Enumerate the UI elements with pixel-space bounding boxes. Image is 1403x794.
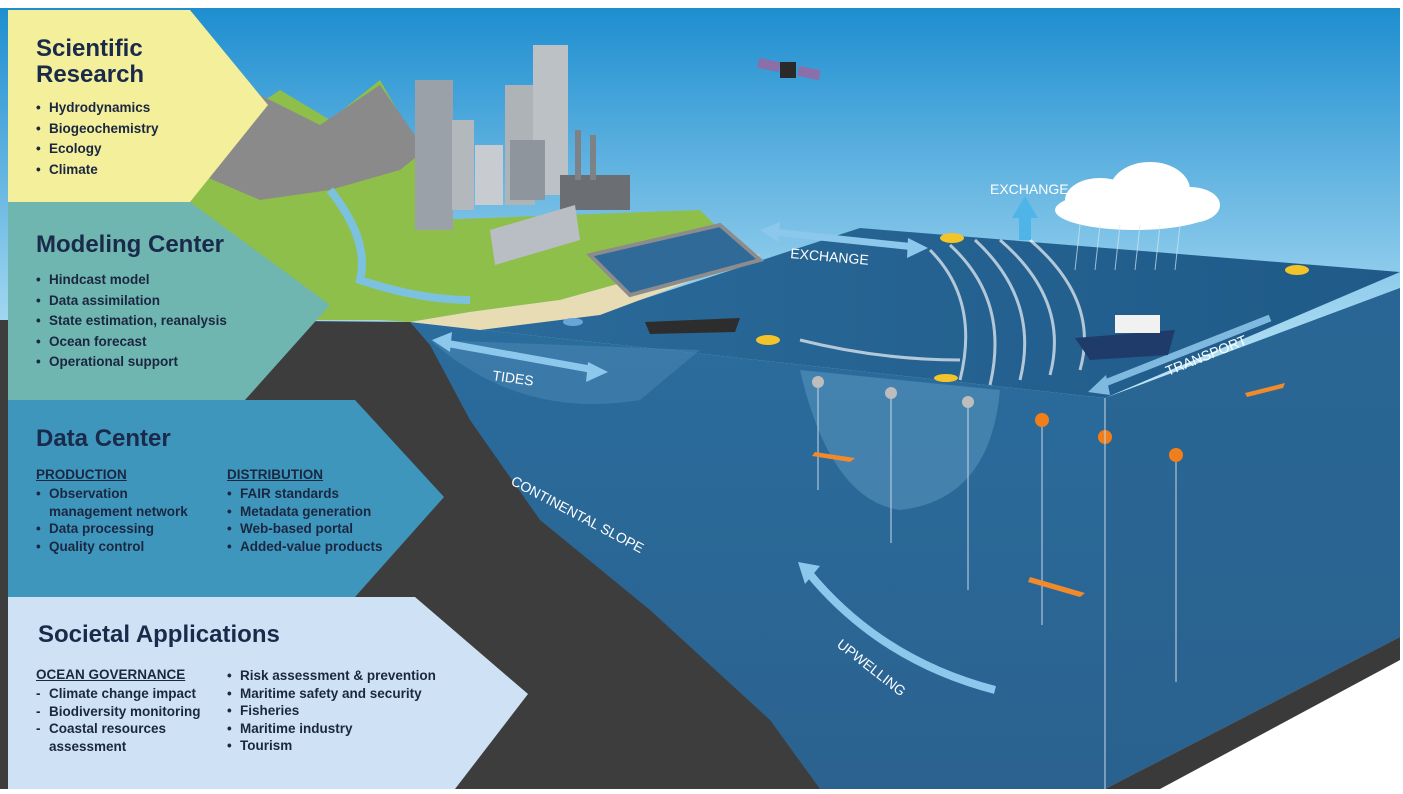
- list-item: Risk assessment & prevention: [227, 667, 452, 685]
- modeling-center-title: Modeling Center: [36, 231, 225, 258]
- list-item: Biogeochemistry: [36, 119, 159, 140]
- ocean-governance-column: OCEAN GOVERNANCE Climate change impact B…: [36, 667, 226, 755]
- fishing-boat: [645, 318, 740, 334]
- panel-scientific-research: Scientific Research Hydrodynamics Biogeo…: [36, 36, 159, 180]
- production-heading: PRODUCTION: [36, 467, 127, 482]
- mooring-lines: [817, 388, 1177, 789]
- gliders: [812, 383, 1285, 597]
- exchange-arrow-right-head: [907, 238, 928, 258]
- research-vessel: [1075, 315, 1175, 360]
- list-item: Hindcast model: [36, 270, 227, 291]
- current-swirls: [799, 238, 1086, 386]
- list-item: Ecology: [36, 139, 159, 160]
- ocean-side-face: [1105, 288, 1400, 789]
- data-center-title: Data Center: [36, 425, 171, 452]
- scientific-research-list: Hydrodynamics Biogeochemistry Ecology Cl…: [36, 98, 159, 180]
- list-item: Biodiversity monitoring: [36, 703, 226, 721]
- list-item: Maritime industry: [227, 720, 452, 738]
- societal-applications-title: Societal Applications: [38, 621, 280, 648]
- distribution-column: DISTRIBUTION FAIR standards Metadata gen…: [227, 467, 397, 555]
- label-exchange-mid: EXCHANGE: [790, 245, 870, 268]
- harbour: [586, 222, 765, 298]
- list-item: Hydrodynamics: [36, 98, 159, 119]
- list-item: Ocean forecast: [36, 332, 227, 353]
- list-item: Observation management network: [36, 485, 211, 520]
- list-item: Tourism: [227, 737, 452, 755]
- rain: [1074, 224, 1181, 271]
- upwelling-arrow: [798, 562, 997, 694]
- production-column: PRODUCTION Observation management networ…: [36, 467, 211, 555]
- production-list: Observation management network Data proc…: [36, 485, 211, 555]
- transport-arrow: [1088, 314, 1272, 395]
- label-exchange-top: EXCHANGE: [990, 181, 1069, 197]
- list-item: Fisheries: [227, 702, 452, 720]
- exchange-up-arrow: [1012, 196, 1038, 240]
- list-item: State estimation, reanalysis: [36, 311, 227, 332]
- river: [326, 187, 471, 304]
- modeling-center-list: Hindcast model Data assimilation State e…: [36, 270, 227, 373]
- panel-societal-applications: Societal Applications OCEAN GOVERNANCE C…: [36, 621, 458, 771]
- list-item: Climate: [36, 160, 159, 181]
- observation-platforms: [563, 233, 1309, 462]
- city: [415, 45, 630, 265]
- distribution-list: FAIR standards Metadata generation Web-b…: [227, 485, 397, 555]
- list-item: Climate change impact: [36, 685, 226, 703]
- label-tides: TIDES: [492, 367, 535, 389]
- list-item: Maritime safety and security: [227, 685, 452, 703]
- list-item: Coastal resources assessment: [36, 720, 226, 755]
- list-item: Data assimilation: [36, 291, 227, 312]
- applications-list: Risk assessment & prevention Maritime sa…: [227, 667, 452, 755]
- exchange-arrow-left-head: [760, 222, 780, 242]
- seabed-right: [1105, 637, 1400, 789]
- exchange-horizontal-arrow: [771, 228, 916, 251]
- list-item: Operational support: [36, 352, 227, 373]
- tides-arrow: [432, 332, 608, 382]
- title-line-1: Scientific: [36, 35, 143, 62]
- panel-data-center: Data Center PRODUCTION Observation manag…: [36, 425, 396, 585]
- list-item: Quality control: [36, 538, 211, 556]
- list-item: Data processing: [36, 520, 211, 538]
- panel-modeling-center: Modeling Center Hindcast model Data assi…: [36, 231, 227, 373]
- list-item: FAIR standards: [227, 485, 397, 503]
- applications-column: Risk assessment & prevention Maritime sa…: [227, 667, 452, 755]
- ocean-governance-list: Climate change impact Biodiversity monit…: [36, 685, 226, 755]
- title-line-2: Research: [36, 61, 145, 88]
- list-item: Added-value products: [227, 538, 397, 556]
- distribution-heading: DISTRIBUTION: [227, 467, 323, 482]
- list-item: Metadata generation: [227, 503, 397, 521]
- cloud-icon: [1055, 162, 1220, 230]
- ocean-governance-heading: OCEAN GOVERNANCE: [36, 667, 186, 682]
- satellite-icon: [757, 57, 821, 81]
- scientific-research-title: Scientific Research: [36, 36, 159, 88]
- water-mass: [800, 370, 1000, 510]
- list-item: Web-based portal: [227, 520, 397, 538]
